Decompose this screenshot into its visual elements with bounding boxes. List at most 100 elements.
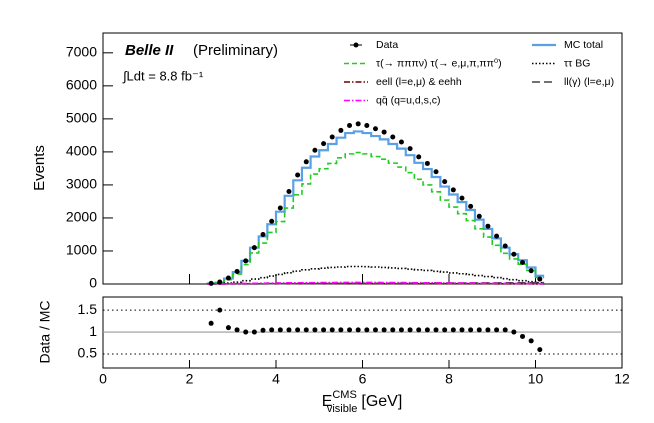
x-label-unit: [GeV] xyxy=(361,393,402,410)
x-label-sub: visible xyxy=(327,403,358,415)
histogram-line xyxy=(207,266,544,283)
data-point xyxy=(468,204,473,209)
ratio-point xyxy=(209,321,214,326)
x-tick-label: 0 xyxy=(99,371,107,387)
data-point xyxy=(347,123,352,128)
ratio-point xyxy=(295,327,300,332)
legend-label: qq̄ (q=u,d,s,c) xyxy=(376,94,441,106)
ratio-point xyxy=(468,327,473,332)
data-point xyxy=(485,224,490,229)
ratio-point xyxy=(356,327,361,332)
data-point xyxy=(399,139,404,144)
luminosity: ∫Ldt = 8.8 fb⁻¹ xyxy=(122,68,204,83)
data-point xyxy=(537,277,542,282)
status: (Preliminary) xyxy=(193,42,278,59)
data-point xyxy=(286,189,291,194)
ratio-point xyxy=(459,327,464,332)
ratio-point xyxy=(485,327,490,332)
data-point xyxy=(235,269,240,274)
legend-label: ττ BG xyxy=(564,57,590,69)
ratio-point xyxy=(494,327,499,332)
x-label-sup: CMS xyxy=(332,389,356,401)
ratio-axis-label: Data / MC xyxy=(37,300,53,363)
ratio-point xyxy=(390,327,395,332)
histogram-line xyxy=(207,131,544,283)
data-point xyxy=(503,244,508,249)
data-point xyxy=(408,146,413,151)
data-point xyxy=(390,135,395,140)
ratio-point xyxy=(442,327,447,332)
ratio-point xyxy=(226,325,231,330)
ratio-point xyxy=(511,330,516,335)
ratio-tick-label: 1 xyxy=(89,323,97,339)
data-point xyxy=(451,187,456,192)
data-point xyxy=(338,128,343,133)
legend-label: MC total xyxy=(564,39,603,51)
data-point xyxy=(416,154,421,159)
ratio-point xyxy=(278,327,283,332)
ratio-point xyxy=(529,338,534,343)
data-point xyxy=(217,280,222,285)
data-point xyxy=(278,206,283,211)
ratio-point xyxy=(235,327,240,332)
legend-label: ll(γ) (l=e,μ) xyxy=(564,76,614,88)
ratio-point xyxy=(347,327,352,332)
ratio-point xyxy=(338,327,343,332)
ratio-point xyxy=(477,327,482,332)
data-point xyxy=(477,214,482,219)
ratio-point xyxy=(330,327,335,332)
legend-label: τ(→ πππν) τ(→ e,μ,π,ππ⁰) xyxy=(376,57,502,69)
ratio-point xyxy=(243,330,248,335)
y-tick-label: 5000 xyxy=(66,110,97,126)
data-point xyxy=(312,148,317,153)
y-tick-label: 3000 xyxy=(66,176,97,192)
ratio-point xyxy=(382,327,387,332)
x-tick-label: 10 xyxy=(528,371,544,387)
data-point xyxy=(520,260,525,265)
histogram-line xyxy=(207,153,544,284)
x-tick-label: 8 xyxy=(445,371,453,387)
ratio-point xyxy=(520,334,525,339)
x-tick-label: 2 xyxy=(186,371,194,387)
ratio-point xyxy=(434,327,439,332)
experiment: Belle II xyxy=(125,42,174,59)
data-point xyxy=(425,161,430,166)
ratio-point xyxy=(286,327,291,332)
data-point xyxy=(295,173,300,178)
ratio-point xyxy=(304,327,309,332)
data-point xyxy=(364,123,369,128)
ratio-point xyxy=(416,327,421,332)
x-tick-label: 12 xyxy=(614,371,630,387)
data-point xyxy=(442,179,447,184)
ratio-point xyxy=(269,327,274,332)
y-tick-label: 0 xyxy=(89,275,97,291)
ratio-point xyxy=(425,327,430,332)
data-point xyxy=(382,130,387,135)
data-point xyxy=(226,276,231,281)
data-point xyxy=(252,245,257,250)
data-point xyxy=(209,281,214,286)
ratio-point xyxy=(408,327,413,332)
data-point xyxy=(356,121,361,126)
ratio-point xyxy=(399,327,404,332)
data-point xyxy=(529,268,534,273)
y-tick-label: 1000 xyxy=(66,242,97,258)
data-point xyxy=(243,258,248,263)
ratio-point xyxy=(373,327,378,332)
ratio-point xyxy=(217,308,222,313)
ratio-point xyxy=(364,327,369,332)
legend-label: Data xyxy=(376,39,398,51)
y-axis-label: Events xyxy=(31,145,48,191)
x-tick-label: 6 xyxy=(359,371,367,387)
legend-label: eell (l=e,μ) & eehh xyxy=(376,76,462,88)
data-point xyxy=(330,135,335,140)
ratio-tick-label: 0.5 xyxy=(78,345,98,361)
y-tick-label: 7000 xyxy=(66,44,97,60)
ratio-point xyxy=(252,330,257,335)
data-point xyxy=(321,141,326,146)
data-point xyxy=(269,219,274,224)
ratio-point xyxy=(451,327,456,332)
data-point xyxy=(511,252,516,257)
